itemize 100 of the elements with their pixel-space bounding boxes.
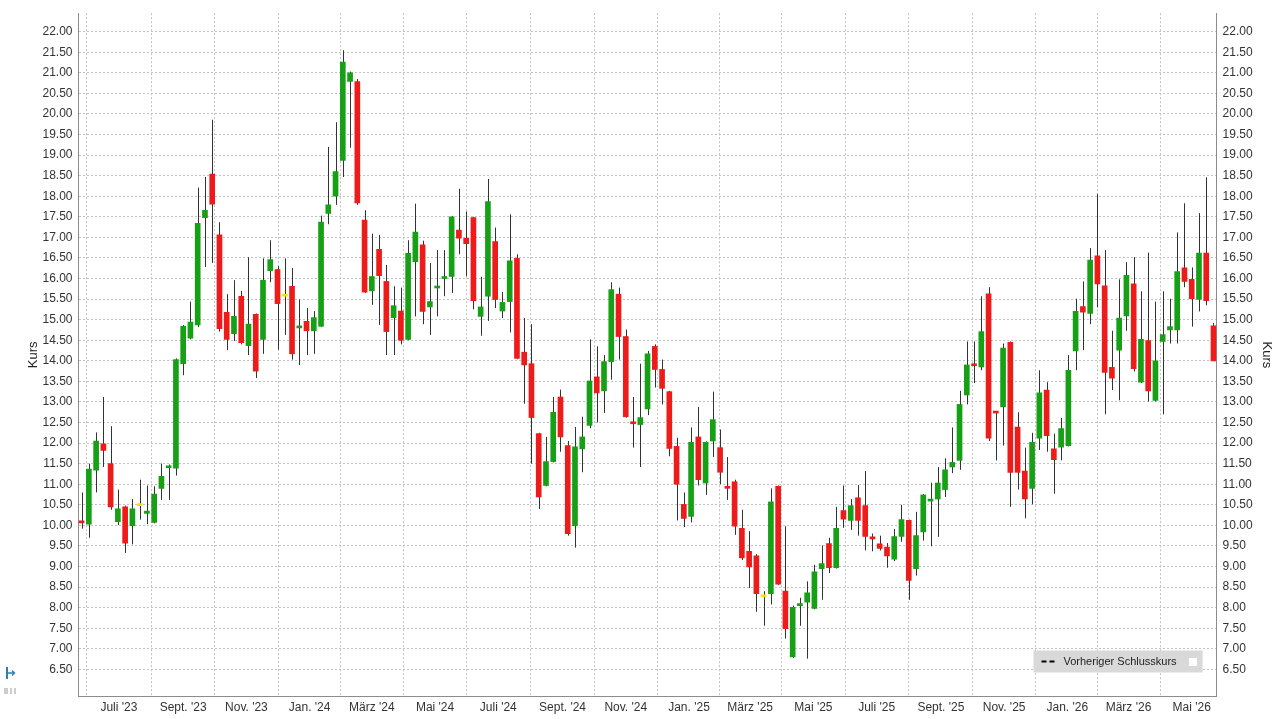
y2-tick-label: 10.00 <box>1222 517 1253 532</box>
y2-tick-label: 13.00 <box>1222 394 1253 409</box>
candlestick <box>441 249 448 297</box>
candlestick <box>1080 280 1086 351</box>
candlestick <box>369 233 375 306</box>
y2-tick-label: 14.50 <box>1222 332 1253 347</box>
candlestick <box>231 279 237 342</box>
candlestick <box>1109 330 1115 391</box>
y-tick-label: 7.50 <box>49 620 73 635</box>
y2-tick-label: 11.00 <box>1222 476 1253 491</box>
y-tick-label: 12.50 <box>42 414 73 429</box>
y-tick-label: 9.00 <box>49 558 73 573</box>
y-tick-label: 20.50 <box>42 85 73 100</box>
y2-tick-label: 10.50 <box>1222 497 1253 512</box>
y-tick-label: 14.00 <box>42 353 73 368</box>
legend-label: Vorheriger Schlusskurs <box>1063 654 1178 667</box>
candlestick <box>158 463 165 501</box>
candlestick <box>891 528 898 562</box>
y2-tick-label: 20.00 <box>1222 106 1253 121</box>
y-tick-label: 15.50 <box>42 291 73 306</box>
y2-tick-label: 17.00 <box>1222 229 1253 244</box>
x-tick-label: Sept. '25 <box>917 700 965 715</box>
candlestick <box>804 580 810 660</box>
candlestick <box>202 176 208 268</box>
x-tick-label: Mai '26 <box>1172 700 1212 715</box>
y2-tick-label: 8.50 <box>1222 579 1247 594</box>
x-tick-label: Mai '25 <box>794 700 833 715</box>
y2-tick-label: 9.50 <box>1222 538 1247 553</box>
y-tick-label: 21.00 <box>42 65 73 80</box>
y-tick-label: 13.50 <box>42 373 73 388</box>
y-tick-label: 20.00 <box>42 106 73 121</box>
x-tick-label: Jan. '26 <box>1046 700 1089 715</box>
y-tick-label: 17.00 <box>42 229 73 244</box>
candlestick <box>427 262 433 336</box>
y-tick-label: 15.00 <box>42 311 73 326</box>
y2-tick-label: 11.50 <box>1222 455 1253 470</box>
candlestick <box>898 504 905 543</box>
y-tick-label: 21.50 <box>42 44 73 59</box>
y-tick-label: 10.00 <box>42 517 73 532</box>
candlestick <box>949 426 956 474</box>
y-tick-label: 17.50 <box>42 209 73 224</box>
candlestick <box>724 456 731 501</box>
candlestick <box>115 489 121 526</box>
candlestick <box>971 340 977 384</box>
candlestick <box>1159 290 1166 415</box>
x-tick-label: Sept. '23 <box>159 700 208 715</box>
y-tick-label: 13.00 <box>42 394 73 409</box>
x-tick-label: Sept. '24 <box>539 700 587 715</box>
y-tick-label: 11.50 <box>43 455 73 470</box>
candlestick <box>710 391 716 458</box>
y2-tick-label: 22.00 <box>1222 24 1253 39</box>
candlestick <box>797 597 803 627</box>
x-tick-label: März '24 <box>349 700 395 715</box>
y2-tick-label: 15.50 <box>1222 291 1253 306</box>
y2-tick-label: 21.50 <box>1222 44 1253 59</box>
x-tick-label: März '26 <box>1105 700 1152 715</box>
candlestick <box>1188 266 1195 328</box>
y2-tick-label: 13.50 <box>1222 373 1253 388</box>
y-tick-label: 22.00 <box>42 24 73 39</box>
y2-tick-label: 12.50 <box>1222 414 1253 429</box>
y2-tick-label: 9.00 <box>1222 558 1247 573</box>
y-tick-label: 8.50 <box>49 579 73 594</box>
candlestick <box>136 479 143 521</box>
y-tick-label: 8.00 <box>49 599 73 614</box>
candlestick <box>267 239 274 283</box>
candlestick <box>681 491 687 528</box>
x-tick-label: Nov. '25 <box>982 700 1026 715</box>
y-tick-label: 18.00 <box>42 188 73 203</box>
x-tick-label: Nov. '23 <box>225 700 269 715</box>
x-tick-label: März '25 <box>727 700 774 715</box>
y2-tick-label: 16.00 <box>1222 270 1253 285</box>
y2-tick-label: 18.50 <box>1222 168 1253 183</box>
y-axis-title: Kurs <box>25 340 41 369</box>
y2-tick-label: 6.50 <box>1222 661 1247 676</box>
candlestick <box>325 146 332 225</box>
candlestick <box>847 498 854 531</box>
candlestick <box>1051 433 1057 495</box>
candlestick <box>1058 417 1064 461</box>
candlestick <box>818 545 825 601</box>
y-tick-label: 19.00 <box>42 147 73 162</box>
y-tick-label: 7.00 <box>49 641 73 656</box>
x-tick-label: Juli '23 <box>100 700 138 715</box>
y-tick-label: 6.50 <box>49 661 73 676</box>
y2-tick-label: 21.00 <box>1222 65 1253 80</box>
x-tick-label: Mai '24 <box>415 700 455 715</box>
y-tick-label: 11.00 <box>43 476 73 491</box>
candlestick <box>593 345 600 424</box>
y-tick-label: 16.00 <box>42 270 73 285</box>
candlestick <box>840 484 847 529</box>
y2-axis-title: Kurs <box>1259 341 1275 369</box>
y-tick-label: 14.50 <box>42 332 73 347</box>
x-tick-label: Nov. '24 <box>604 700 648 715</box>
candlestick <box>390 285 397 356</box>
y2-tick-label: 18.00 <box>1222 188 1253 203</box>
candlestick <box>477 276 484 337</box>
x-tick-label: Jan. '24 <box>288 700 331 715</box>
y2-tick-label: 7.00 <box>1222 641 1247 656</box>
y-tick-label: 9.50 <box>49 538 73 553</box>
y-tick-label: 10.50 <box>42 497 73 512</box>
candlestick <box>630 396 636 449</box>
